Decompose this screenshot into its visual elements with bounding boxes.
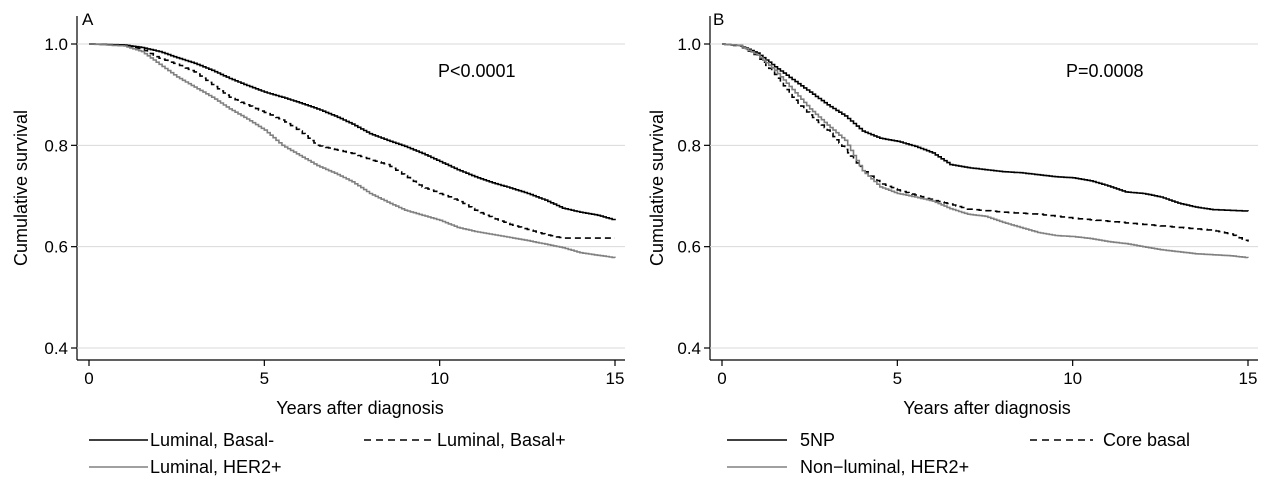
legend: Luminal, Basal- Luminal, Basal+ Luminal,…	[89, 430, 566, 477]
x-tick-label: 5	[893, 369, 902, 388]
legend-label-luminal-her2: Luminal, HER2+	[150, 457, 282, 477]
x-axis-title: Years after diagnosis	[276, 398, 443, 418]
series-line-luminal-basal	[89, 43, 615, 239]
legend-label-luminal-basal-neg: Luminal, Basal-	[150, 430, 274, 450]
legend-label-non-luminal-her2: Non−luminal, HER2+	[800, 457, 969, 477]
panel-label: A	[82, 10, 94, 29]
y-tick-label: 1.0	[44, 35, 68, 54]
x-tick-label: 10	[430, 369, 449, 388]
y-tick-label: 0.8	[677, 136, 701, 155]
x-tick-label: 15	[1239, 369, 1258, 388]
x-tick-label: 15	[606, 369, 625, 388]
y-tick-label: 0.6	[677, 238, 701, 257]
legend-label-luminal-basal-pos: Luminal, Basal+	[437, 430, 566, 450]
series-line-luminal-basal	[89, 43, 616, 221]
p-value-annotation: P<0.0001	[438, 61, 516, 81]
y-tick-label: 0.4	[677, 339, 701, 358]
panel-label: B	[713, 10, 724, 29]
x-tick-label: 5	[260, 369, 269, 388]
legend-label-core-basal: Core basal	[1103, 430, 1190, 450]
x-tick-label: 10	[1063, 369, 1082, 388]
y-tick-label: 0.6	[44, 238, 68, 257]
p-value-annotation: P=0.0008	[1066, 61, 1144, 81]
y-axis-title: Cumulative survival	[647, 110, 667, 266]
series-line-core-basal	[722, 43, 1249, 242]
series-line-luminal-her2	[89, 43, 616, 259]
legend: 5NP Core basal Non−luminal, HER2+	[727, 430, 1190, 477]
x-tick-label: 0	[84, 369, 93, 388]
y-tick-label: 1.0	[677, 35, 701, 54]
y-tick-label: 0.4	[44, 339, 68, 358]
series-line-5np	[722, 43, 1249, 212]
x-tick-label: 0	[717, 369, 726, 388]
panel-b: 0.4 0.6 0.8 1.0 0 5 10 15 B P=0.0008 Years afte…	[647, 10, 1258, 477]
y-axis-title: Cumulative survival	[11, 110, 31, 266]
x-axis-title: Years after diagnosis	[903, 398, 1070, 418]
legend-label-5np: 5NP	[800, 430, 835, 450]
panel-a: 0.4 0.6 0.8 1.0 0 5 10 15 A P<0.0001 Years afte…	[11, 10, 625, 477]
series-line-non-luminal-her2	[722, 43, 1249, 259]
y-tick-label: 0.8	[44, 136, 68, 155]
